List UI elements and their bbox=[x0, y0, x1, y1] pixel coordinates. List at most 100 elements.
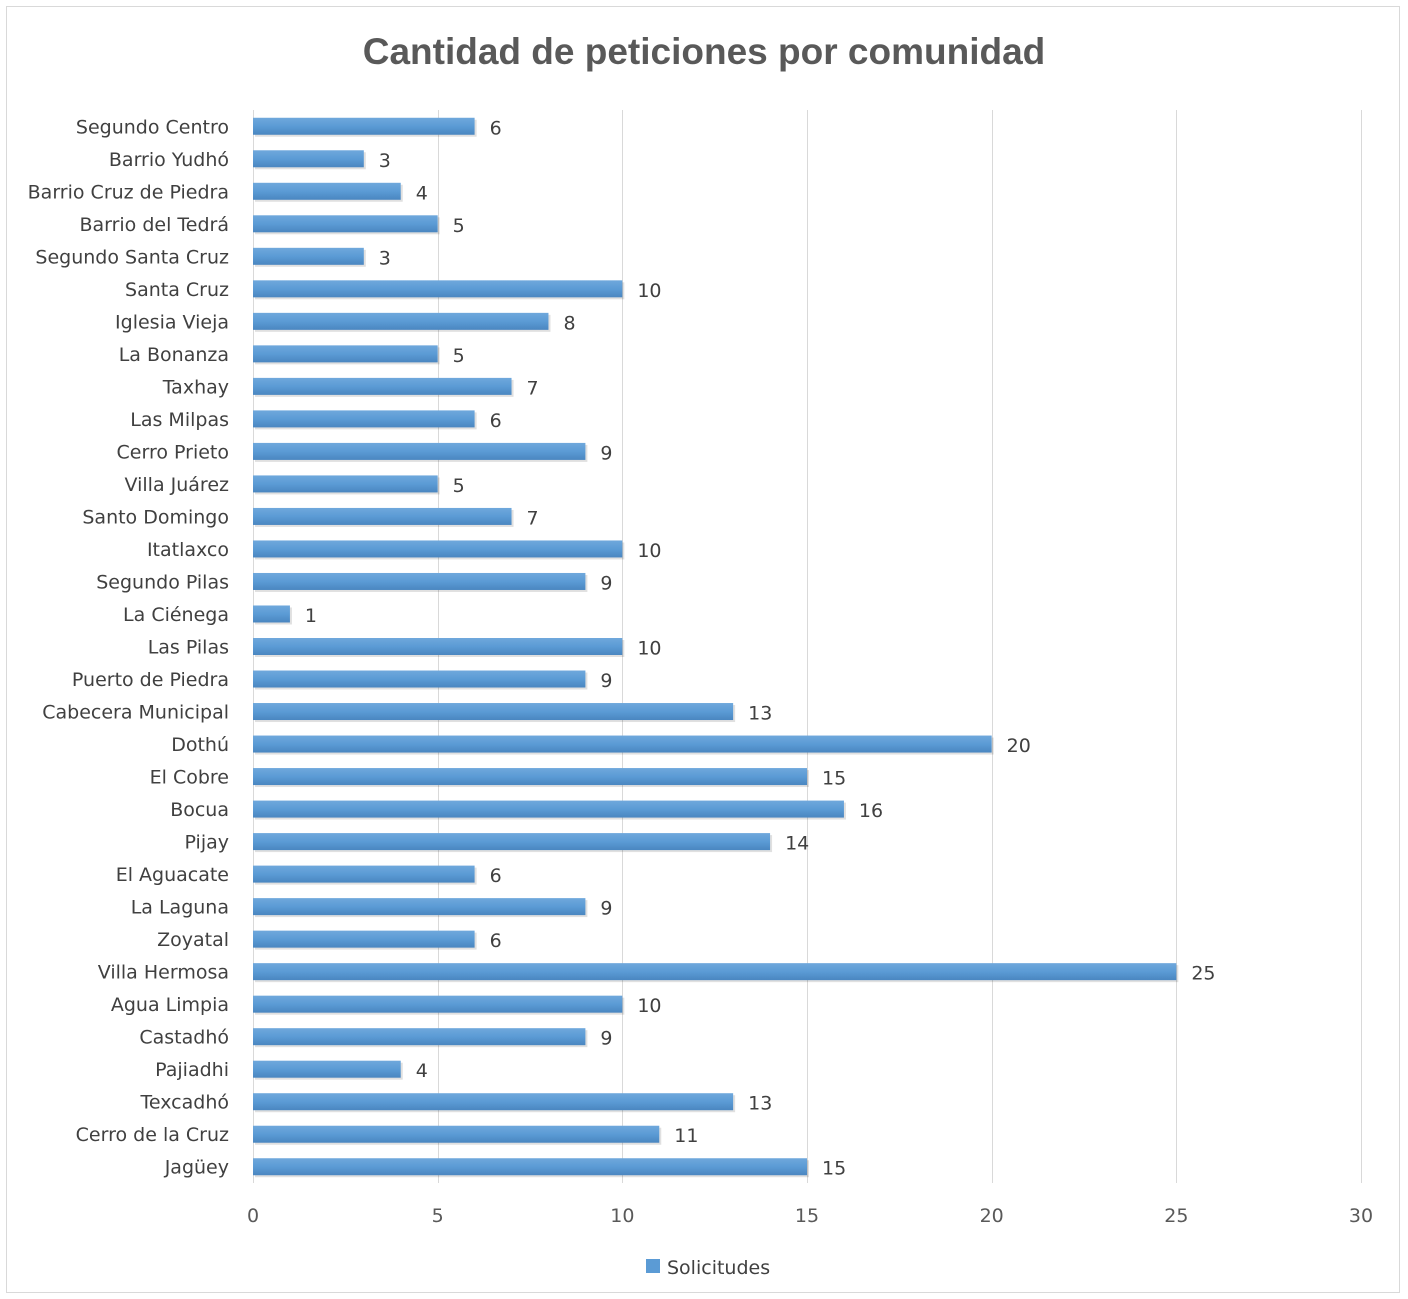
category-label: Villa Juárez bbox=[125, 474, 229, 496]
category-label: Villa Hermosa bbox=[98, 962, 229, 984]
data-label: 15 bbox=[822, 768, 846, 790]
data-label: 8 bbox=[563, 312, 575, 334]
bar bbox=[253, 605, 290, 623]
data-label: 14 bbox=[785, 833, 809, 855]
bar bbox=[253, 865, 475, 883]
bar bbox=[253, 280, 623, 298]
bar bbox=[253, 572, 586, 590]
category-label: Las Milpas bbox=[130, 409, 229, 431]
data-label: 13 bbox=[748, 703, 772, 725]
x-tick-label: 15 bbox=[795, 1205, 819, 1227]
legend-swatch bbox=[646, 1259, 660, 1273]
data-label: 9 bbox=[600, 1028, 612, 1050]
data-label: 9 bbox=[600, 670, 612, 692]
category-label: Cerro de la Cruz bbox=[76, 1124, 229, 1146]
bar bbox=[253, 930, 475, 948]
data-label: 1 bbox=[305, 605, 317, 627]
x-tick-label: 20 bbox=[980, 1205, 1004, 1227]
category-label: El Cobre bbox=[150, 767, 229, 789]
category-label: Barrio del Tedrá bbox=[79, 214, 229, 236]
bar bbox=[253, 247, 364, 265]
category-label: Agua Limpia bbox=[111, 994, 229, 1016]
category-label: Barrio Yudhó bbox=[109, 149, 229, 171]
category-label: Segundo Pilas bbox=[96, 571, 229, 593]
bar bbox=[253, 507, 512, 525]
data-label: 7 bbox=[527, 377, 539, 399]
bar bbox=[253, 638, 623, 655]
x-axis-ticks: 0 5 10 15 20 25 30 bbox=[247, 1205, 1373, 1227]
x-tick-label: 5 bbox=[432, 1205, 444, 1227]
data-label: 10 bbox=[637, 540, 661, 562]
category-label: Taxhay bbox=[162, 376, 229, 398]
bar bbox=[253, 1060, 401, 1078]
data-label: 13 bbox=[748, 1093, 772, 1115]
data-label: 9 bbox=[600, 898, 612, 920]
category-label: Texcadhó bbox=[140, 1092, 229, 1114]
bar bbox=[253, 995, 623, 1013]
legend-label: Solicitudes bbox=[667, 1257, 770, 1279]
value-labels: 6 3 4 5 3 10 8 5 7 6 9 5 7 10 9 1 10 9 13 20 15 16 14 6 9 6 25 10 9 4… bbox=[305, 117, 1216, 1179]
category-label: Puerto de Piedra bbox=[72, 669, 229, 691]
x-tick-label: 0 bbox=[247, 1205, 259, 1227]
bar bbox=[253, 670, 586, 688]
bar bbox=[253, 768, 807, 786]
category-label: Pajiadhi bbox=[155, 1059, 229, 1081]
data-label: 3 bbox=[379, 247, 391, 269]
category-label: Itatlaxco bbox=[147, 539, 229, 561]
bar bbox=[253, 312, 549, 330]
bar bbox=[253, 735, 992, 753]
bar bbox=[253, 540, 623, 558]
data-label: 3 bbox=[379, 150, 391, 172]
data-label: 16 bbox=[859, 800, 883, 822]
x-tick-label: 30 bbox=[1349, 1205, 1373, 1227]
bar bbox=[253, 475, 438, 493]
bars bbox=[253, 117, 1179, 1178]
data-label: 6 bbox=[490, 865, 502, 887]
category-label: La Bonanza bbox=[119, 344, 229, 366]
legend: Solicitudes bbox=[646, 1257, 770, 1279]
data-label: 5 bbox=[453, 215, 465, 237]
bar bbox=[253, 377, 512, 395]
data-label: 7 bbox=[527, 507, 539, 529]
category-label: Pijay bbox=[185, 832, 230, 854]
category-label: Cabecera Municipal bbox=[42, 702, 229, 724]
category-label: Jagüey bbox=[164, 1157, 229, 1179]
category-label: Segundo Centro bbox=[76, 116, 229, 138]
category-label: Zoyatal bbox=[157, 929, 229, 951]
chart-title: Cantidad de peticiones por comunidad bbox=[363, 31, 1046, 72]
data-label: 11 bbox=[674, 1125, 698, 1147]
category-label: Barrio Cruz de Piedra bbox=[28, 181, 229, 203]
bar bbox=[253, 1158, 807, 1176]
category-label: La Ciénega bbox=[123, 604, 229, 626]
bar bbox=[253, 1093, 734, 1111]
data-label: 10 bbox=[637, 638, 661, 660]
chart-frame bbox=[6, 6, 1400, 1293]
data-label: 6 bbox=[490, 930, 502, 952]
category-label: Cerro Prieto bbox=[117, 441, 229, 463]
data-label: 15 bbox=[822, 1158, 846, 1180]
data-label: 5 bbox=[453, 345, 465, 367]
data-label: 25 bbox=[1191, 963, 1215, 985]
bar bbox=[253, 150, 364, 168]
bar bbox=[253, 833, 771, 851]
bar bbox=[253, 345, 438, 363]
category-label: Las Pilas bbox=[148, 637, 229, 659]
data-label: 10 bbox=[637, 995, 661, 1017]
category-label: Bocua bbox=[170, 799, 229, 821]
data-label: 20 bbox=[1007, 735, 1031, 757]
x-tick-label: 25 bbox=[1164, 1205, 1188, 1227]
bar bbox=[253, 442, 586, 460]
bar bbox=[253, 703, 734, 721]
data-label: 5 bbox=[453, 475, 465, 497]
x-tick-label: 10 bbox=[610, 1205, 634, 1227]
bar bbox=[253, 1125, 660, 1143]
bar bbox=[253, 898, 586, 916]
data-label: 4 bbox=[416, 1060, 428, 1082]
bar bbox=[253, 215, 438, 233]
data-label: 6 bbox=[490, 117, 502, 139]
data-label: 9 bbox=[600, 442, 612, 464]
category-label: Segundo Santa Cruz bbox=[35, 246, 229, 268]
category-label: El Aguacate bbox=[116, 864, 229, 886]
bar bbox=[253, 182, 401, 200]
category-label: Iglesia Vieja bbox=[115, 311, 229, 333]
